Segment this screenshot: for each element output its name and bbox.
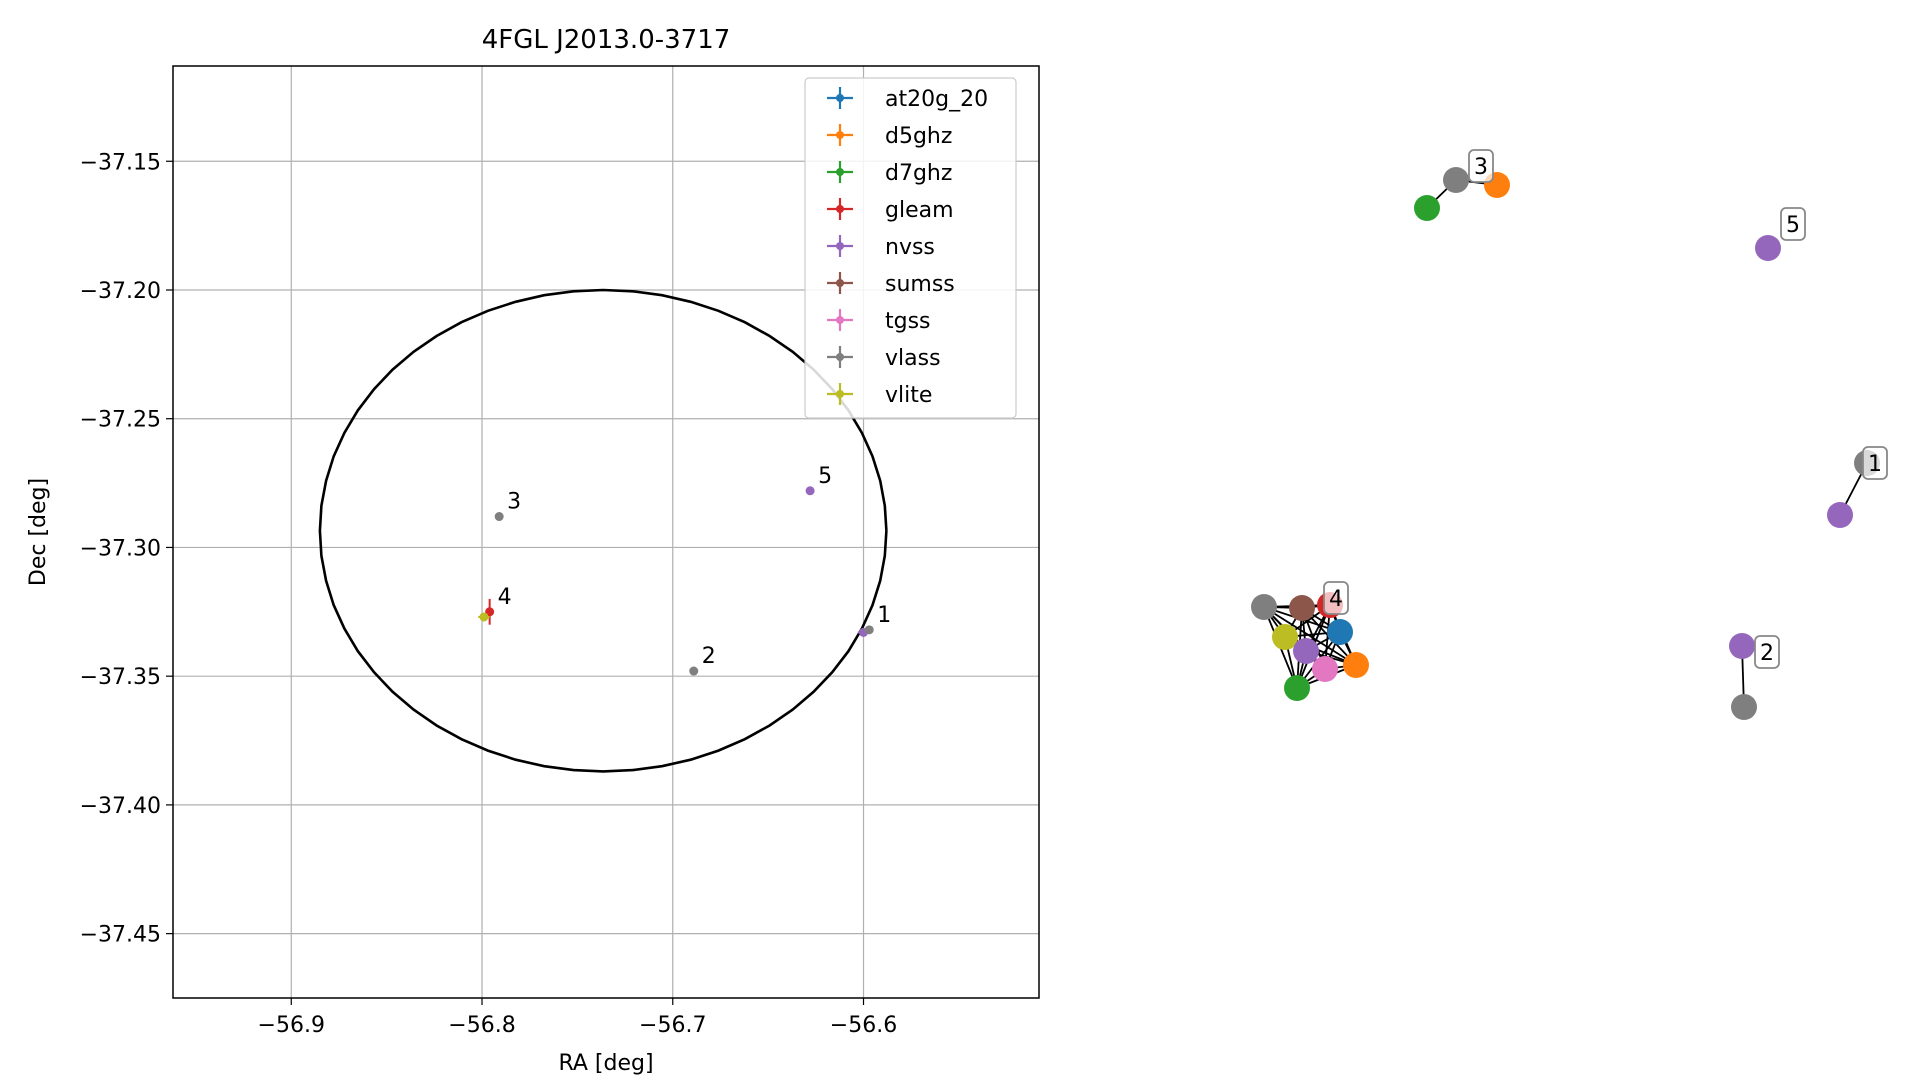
graph-node-nvss [1729,633,1755,659]
graph-node-vlite [1272,624,1298,650]
graph-node-tgss [1312,656,1338,682]
graph-edges [1263,179,1868,708]
chart-title: 4FGL J2013.0-3717 [482,25,731,55]
graph-label-box [1323,581,1349,615]
x-axis-label: RA [deg] [558,1051,653,1076]
y-tick-label: −37.30 [80,536,161,561]
legend-marker-tgss [836,316,844,324]
graph-node-d7ghz [1284,675,1310,701]
graph-label: 1 [1868,452,1882,477]
graph-label: 4 [1329,587,1343,612]
graph-node-sumss [1289,595,1315,621]
axis-ticks: −56.9 −56.8 −56.7 −56.6 −37.15 −37.20 −37.25 −3… [80,150,898,1038]
y-tick-label: −37.45 [80,923,161,948]
legend-entry-tgss: tgss [885,309,931,334]
legend-marker-gleam [836,205,844,213]
y-tick-label: −37.40 [80,794,161,819]
legend-marker-sumss [836,279,844,287]
legend-marker-at20g_20 [836,94,844,102]
legend-marker-vlite [836,390,844,398]
legend-entry-nvss: nvss [885,235,935,260]
graph-node-vlass [1251,594,1277,620]
legend-marker-d7ghz [836,168,844,176]
x-tick-label: −56.6 [830,1013,897,1038]
source-label: 5 [818,464,832,489]
legend-entry-vlite: vlite [885,383,932,408]
legend-marker-d5ghz [836,131,844,139]
graph-label-box [1468,149,1494,183]
graph-label-box [1754,635,1780,669]
graph-node-vlass [1443,167,1469,193]
legend-entry-gleam: gleam [885,198,954,223]
point-vlass [494,512,504,522]
legend-entry-vlass: vlass [885,346,941,371]
point-vlite [479,612,489,622]
legend-entry-sumss: sumss [885,272,955,297]
graph-nodes [1251,167,1880,720]
source-label: 4 [498,585,512,610]
legend-entry-at20g_20: at20g_20 [885,87,988,112]
source-points-layer: 1 2 3 4 5 [478,464,891,676]
source-label: 1 [877,603,891,628]
point-gleam [485,607,495,617]
localization-ellipse-layer [318,288,888,773]
x-tick-label: −56.7 [639,1013,706,1038]
association-graph: 3 5 1 4 2 [1251,149,1888,720]
graph-node-d7ghz [1414,195,1440,221]
source-label: 2 [702,644,716,669]
graph-node-d5ghz [1343,652,1369,678]
y-axis-label: Dec [deg] [26,478,51,586]
graph-node-at20g_20 [1327,619,1353,645]
y-tick-label: −37.20 [80,279,161,304]
point-vlass [689,666,699,676]
point-nvss [805,486,815,496]
x-tick-label: −56.9 [258,1013,325,1038]
graph-label-box [1780,207,1806,241]
legend: at20g_20 d5ghz d7ghz gleam nvss sumss tgss vlas… [804,77,1017,419]
legend-box [804,77,1017,419]
legend-marker-nvss [836,242,844,250]
legend-entry-d7ghz: d7ghz [885,161,952,186]
graph-node-nvss [1827,502,1853,528]
x-tick-label: −56.8 [448,1013,515,1038]
graph-node-nvss [1293,638,1319,664]
point-vlass [864,625,874,635]
localization-ellipse [318,288,888,773]
graph-label: 3 [1474,155,1488,180]
legend-entry-d5ghz: d5ghz [885,124,952,149]
source-label: 3 [507,490,521,515]
y-tick-label: −37.25 [80,408,161,433]
graph-node-vlass [1731,694,1757,720]
y-tick-label: −37.15 [80,150,161,175]
y-tick-label: −37.35 [80,665,161,690]
graph-node-nvss [1755,235,1781,261]
graph-label: 2 [1760,641,1774,666]
graph-label-box [1862,446,1888,480]
graph-edge [1263,606,1357,666]
graph-node-labels: 3 5 1 4 2 [1323,149,1888,669]
legend-marker-vlass [836,353,844,361]
plot-frame [172,65,1040,999]
graph-label: 5 [1786,213,1800,238]
